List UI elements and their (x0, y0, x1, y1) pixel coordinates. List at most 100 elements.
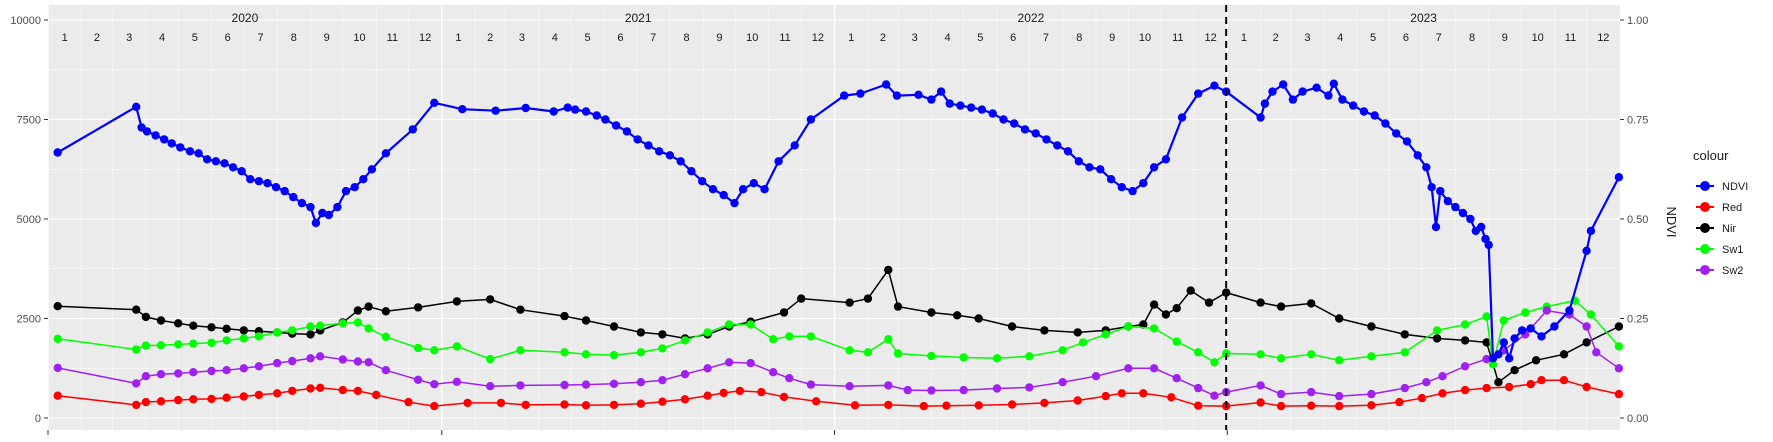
data-point (644, 141, 653, 150)
data-point (927, 308, 936, 317)
data-point (254, 362, 264, 371)
data-point (665, 151, 675, 160)
data-point (311, 218, 321, 228)
data-point (151, 131, 160, 140)
data-point (999, 115, 1008, 124)
data-point (1381, 119, 1390, 128)
data-point (1559, 376, 1569, 385)
data-point (1073, 328, 1082, 337)
data-point (338, 355, 347, 364)
month-label: 5 (1370, 32, 1376, 44)
data-point (1312, 83, 1321, 92)
data-point (413, 343, 423, 353)
data-point (746, 320, 755, 329)
data-point (194, 149, 203, 158)
data-point (1510, 366, 1519, 375)
data-point (919, 401, 928, 411)
data-point (1058, 346, 1067, 355)
data-point (636, 348, 646, 357)
data-point (959, 385, 968, 395)
data-point (1172, 304, 1181, 313)
data-point (1128, 186, 1137, 196)
data-point (1367, 322, 1376, 331)
data-point (1614, 342, 1624, 351)
data-point (1422, 163, 1431, 172)
data-point (1276, 354, 1286, 363)
data-point (903, 385, 912, 395)
data-point (1559, 350, 1569, 359)
data-point (856, 89, 865, 98)
data-point (1335, 401, 1344, 411)
data-point (1276, 389, 1286, 399)
month-label: 1 (1241, 32, 1247, 44)
data-point (703, 328, 712, 337)
data-point (516, 381, 525, 390)
data-point (1521, 308, 1530, 317)
data-point (132, 379, 141, 388)
data-point (1582, 338, 1591, 347)
y2-tick-label: 0.50 (1627, 214, 1648, 226)
data-point (757, 387, 766, 397)
data-point (560, 311, 569, 321)
data-point (239, 326, 248, 335)
data-point (1542, 306, 1552, 315)
data-point (1335, 356, 1344, 365)
data-point (1494, 350, 1503, 359)
data-point (1526, 380, 1535, 389)
data-point (1139, 179, 1148, 188)
data-point (364, 358, 373, 367)
data-point (1582, 322, 1591, 331)
data-point (1256, 350, 1265, 359)
data-point (730, 198, 739, 208)
legend-label: Nir (1722, 223, 1736, 235)
data-point (381, 149, 391, 158)
data-point (1422, 378, 1431, 387)
data-point (1413, 151, 1422, 160)
data-point (1359, 107, 1369, 116)
data-point (273, 328, 282, 337)
data-point (1117, 183, 1127, 192)
month-labels: 1 2 3 4 5 6 7 8 9 10 11 12 1 2 3 4 5 6 7 8 9 10 11 12 1 2 3 4 5 6 7 8 9 1… (62, 32, 1610, 44)
data-point (364, 324, 373, 333)
data-point (239, 364, 248, 373)
data-point (156, 341, 166, 350)
data-point (1537, 376, 1546, 385)
series-sw1 (53, 296, 1624, 369)
y-axis-left: 0 2500 5000 7500 10000 (10, 15, 48, 425)
data-point (254, 390, 264, 400)
month-label: 5 (585, 32, 591, 44)
y2-tick-label: 0.00 (1627, 413, 1648, 425)
data-point (1427, 183, 1436, 192)
month-label: 7 (1436, 32, 1442, 44)
data-point (222, 324, 231, 333)
legend-marker (1700, 265, 1710, 275)
data-point (359, 175, 368, 184)
month-label: 5 (192, 32, 198, 44)
data-point (1586, 310, 1596, 319)
data-point (609, 379, 619, 388)
data-point (1400, 383, 1410, 393)
data-point (207, 394, 216, 404)
month-label: 9 (716, 32, 722, 44)
data-point (609, 350, 619, 360)
data-point (1256, 298, 1265, 307)
y-tick-label: 0 (35, 413, 41, 425)
data-point (1096, 165, 1105, 174)
data-point (1186, 286, 1195, 295)
data-point (1256, 398, 1265, 407)
data-point (222, 336, 231, 345)
data-point (381, 307, 391, 316)
data-point (1101, 391, 1110, 401)
y2-tick-label: 0.75 (1627, 115, 1648, 127)
data-point (174, 369, 183, 378)
data-point (942, 401, 951, 410)
data-point (1526, 324, 1535, 333)
data-point (967, 103, 976, 112)
data-point (316, 352, 325, 361)
data-point (785, 332, 794, 341)
series-layer (53, 79, 1624, 411)
legend-marker (1700, 181, 1710, 191)
data-point (1307, 299, 1316, 308)
data-point (1298, 87, 1307, 96)
data-point (1432, 326, 1442, 335)
